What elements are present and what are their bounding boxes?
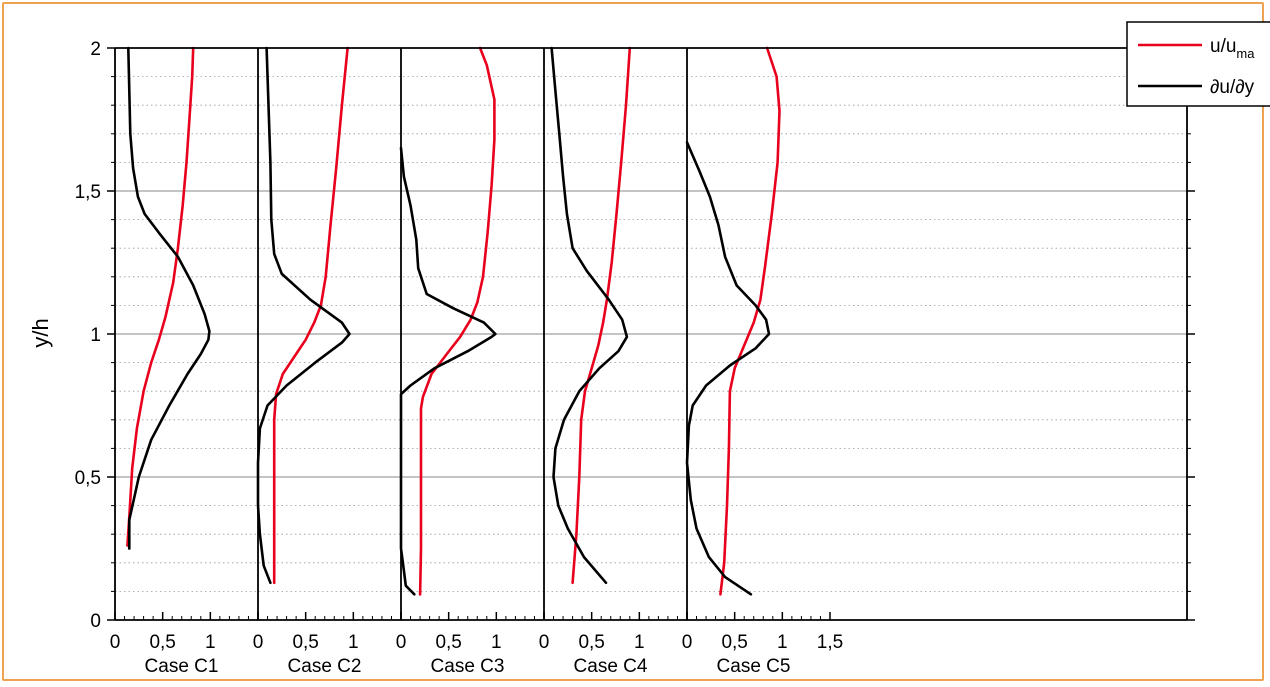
panel-4: [550, 46, 632, 585]
y-tick-label: 1,5: [75, 182, 101, 203]
x-tick-label: 0,5: [292, 632, 318, 653]
panel-label-case-c5: Case C5: [717, 656, 791, 677]
x-tick-label: 0: [110, 632, 121, 653]
x-tick-label: 1: [205, 632, 216, 653]
y-tick-label: 2: [90, 39, 101, 60]
panel-label-case-c4: Case C4: [574, 656, 648, 677]
x-tick-label: 0,5: [721, 632, 747, 653]
x-tick-label: 0,5: [149, 632, 175, 653]
x-tick-label: 0,5: [578, 632, 604, 653]
legend-box: [1126, 21, 1270, 107]
x-tick-label: 1,5: [817, 632, 843, 653]
legend-label-gradient: ∂u/∂y: [1210, 77, 1255, 98]
velocity-series-line: [719, 46, 781, 596]
gradient-series-line: [127, 46, 211, 550]
panel-label-case-c3: Case C3: [431, 656, 505, 677]
y-axis-title: y/h: [28, 318, 53, 347]
x-tick-label: 0: [682, 632, 693, 653]
x-tick-label: 0,5: [435, 632, 461, 653]
grid: [115, 76, 1187, 592]
gradient-series-line: [399, 146, 497, 596]
x-tick-label: 0: [539, 632, 550, 653]
velocity-series-line: [126, 46, 195, 547]
x-tick-label: 0: [396, 632, 407, 653]
panel-3: [399, 46, 497, 596]
legend-label-velocity-main: u/u: [1210, 36, 1236, 57]
axes: 0 0,5 1 1,5 2 0 0,5 1 Case C1 0 0,5 1 Case C2 0 0,5 1 Ca…: [75, 39, 1195, 677]
x-tick-label: 1: [777, 632, 788, 653]
velocity-series-line: [272, 46, 349, 585]
x-tick-label: 1: [634, 632, 645, 653]
y-tick-label: 0: [90, 611, 101, 632]
gradient-series-line: [256, 46, 351, 585]
x-tick-label: 0: [253, 632, 264, 653]
panels: [126, 46, 781, 596]
legend-label-velocity: u/uma: [1210, 36, 1255, 61]
gradient-series-line: [550, 46, 629, 585]
panel-2: [256, 46, 351, 585]
gradient-series-line: [685, 141, 771, 596]
panel-1: [126, 46, 211, 550]
velocity-series-line: [571, 46, 632, 585]
velocity-series-line: [418, 46, 496, 596]
legend: u/uma ∂u/∂y: [1126, 21, 1270, 107]
y-tick-label: 0,5: [75, 468, 101, 489]
legend-label-velocity-sub: ma: [1236, 46, 1255, 61]
panel-label-case-c2: Case C2: [288, 656, 362, 677]
x-tick-label: 1: [491, 632, 502, 653]
panel-5: [685, 46, 781, 596]
y-tick-label: 1: [90, 325, 101, 346]
x-tick-label: 1: [348, 632, 359, 653]
panel-label-case-c1: Case C1: [145, 656, 219, 677]
